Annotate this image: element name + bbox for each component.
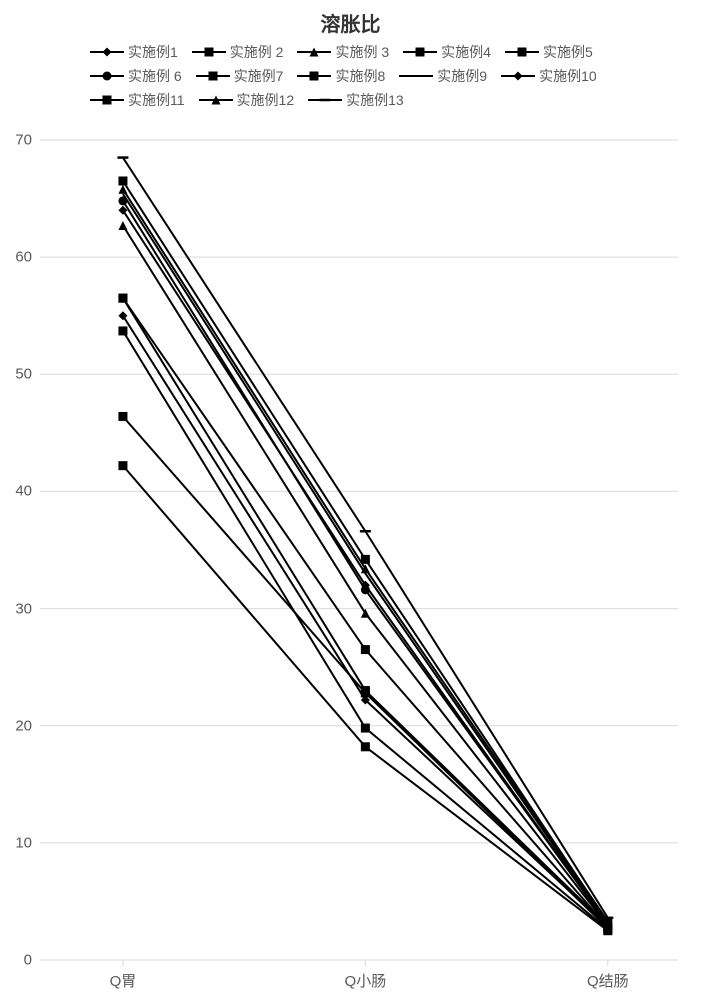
chart-title: 溶胀比 (0, 8, 701, 37)
legend-label: 实施例4 (441, 42, 491, 62)
legend-label: 实施例 3 (335, 42, 389, 62)
legend-item: 实施例 2 (192, 42, 284, 62)
y-tick-label: 20 (15, 717, 40, 734)
legend-row: 实施例 6 实施例7 实施例8 实施例9 实施例10 (90, 64, 630, 88)
y-tick-label: 50 (15, 366, 40, 383)
legend-glyph-triangle (297, 46, 331, 58)
legend-glyph-square (192, 46, 226, 58)
x-tick-label: Q小肠 (345, 960, 387, 991)
legend-row: 实施例1 实施例 2 实施例 3 实施例4 实施例5 (90, 40, 630, 64)
legend-item: 实施例9 (399, 66, 487, 86)
legend-glyph-none (399, 70, 433, 82)
legend-glyph-square (196, 70, 230, 82)
legend-item: 实施例 6 (90, 66, 182, 86)
legend-item: 实施例12 (199, 90, 295, 110)
legend-item: 实施例7 (196, 66, 284, 86)
x-tick-label: Q胃 (110, 960, 137, 991)
legend-label: 实施例8 (335, 66, 385, 86)
legend-label: 实施例9 (437, 66, 487, 86)
y-tick-label: 40 (15, 483, 40, 500)
legend-glyph-square (505, 46, 539, 58)
legend-label: 实施例10 (539, 66, 597, 86)
legend-label: 实施例7 (234, 66, 284, 86)
legend-label: 实施例5 (543, 42, 593, 62)
legend-glyph-square (90, 94, 124, 106)
legend-item: 实施例4 (403, 42, 491, 62)
legend-item: 实施例8 (297, 66, 385, 86)
y-tick-label: 60 (15, 249, 40, 266)
legend-label: 实施例1 (128, 42, 178, 62)
legend-label: 实施例12 (237, 90, 295, 110)
legend-glyph-diamond (501, 70, 535, 82)
plot-area: 010203040506070Q胃Q小肠Q结肠 (40, 140, 678, 960)
legend-glyph-dash (308, 94, 342, 106)
legend-item: 实施例11 (90, 90, 185, 110)
plot-svg (40, 140, 678, 960)
legend-item: 实施例 3 (297, 42, 389, 62)
legend-label: 实施例13 (346, 90, 404, 110)
legend-row: 实施例11 实施例12 实施例13 (90, 88, 630, 112)
legend-glyph-square (403, 46, 437, 58)
x-tick-label: Q结肠 (587, 960, 629, 991)
chart-container: 溶胀比 实施例1实施例 2实施例 3实施例4实施例5实施例 6实施例7实施例8实… (0, 0, 701, 1000)
legend-glyph-square (297, 70, 331, 82)
legend-glyph-circle (90, 70, 124, 82)
legend-label: 实施例 2 (230, 42, 284, 62)
chart-legend: 实施例1实施例 2实施例 3实施例4实施例5实施例 6实施例7实施例8实施例9实… (90, 40, 630, 112)
legend-label: 实施例 6 (128, 66, 182, 86)
y-tick-label: 30 (15, 600, 40, 617)
y-tick-label: 70 (15, 132, 40, 149)
y-tick-label: 0 (24, 952, 40, 969)
legend-glyph-diamond (90, 46, 124, 58)
legend-item: 实施例5 (505, 42, 593, 62)
y-tick-label: 10 (15, 834, 40, 851)
legend-glyph-triangle (199, 94, 233, 106)
legend-item: 实施例13 (308, 90, 404, 110)
legend-label: 实施例11 (128, 90, 185, 110)
legend-item: 实施例1 (90, 42, 178, 62)
legend-item: 实施例10 (501, 66, 597, 86)
